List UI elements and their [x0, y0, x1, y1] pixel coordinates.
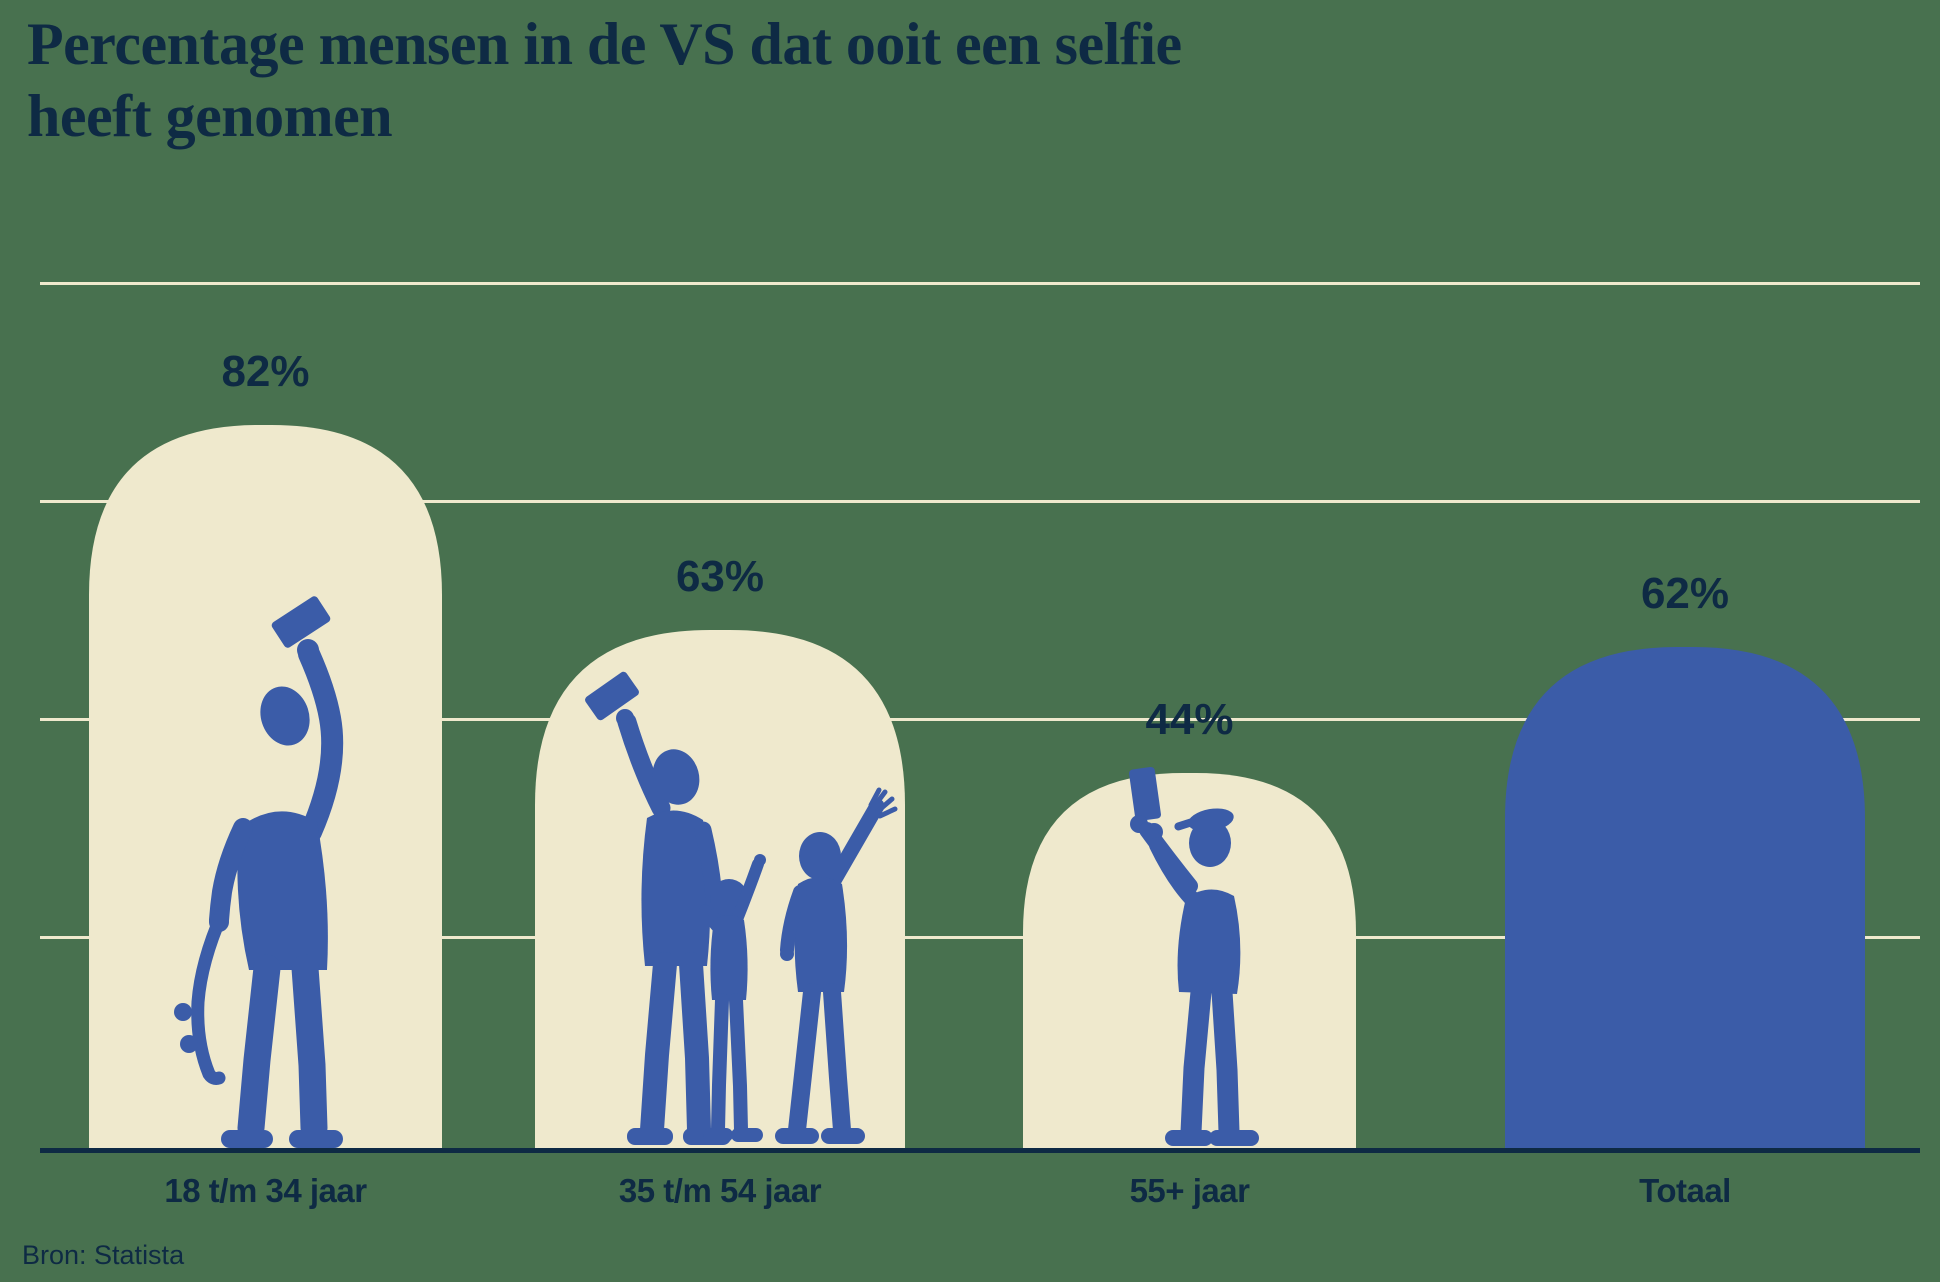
chart-title: Percentage mensen in de VS dat ooit een …: [27, 8, 1727, 152]
bar-55-plus: [1023, 766, 1356, 1148]
x-axis-baseline: [40, 1148, 1920, 1153]
bar-35-54: [535, 630, 905, 1148]
chart-title-line1: Percentage mensen in de VS dat ooit een …: [27, 11, 1182, 77]
category-label-18-34: 18 t/m 34 jaar: [164, 1172, 367, 1209]
skateboard: [174, 907, 229, 1085]
value-label-18-34: 82%: [221, 347, 310, 396]
selfie-figure-family: [585, 671, 898, 1145]
value-label-totaal: 62%: [1640, 569, 1730, 618]
selfie-figure-young-adult: [174, 596, 344, 1148]
value-label-55-plus: 44%: [1145, 695, 1234, 744]
category-label-55-plus: 55+ jaar: [1129, 1172, 1250, 1209]
bar-18-34: [89, 425, 442, 1148]
gridline-25: [40, 936, 1920, 939]
selfie-figure-older-man: [1129, 766, 1259, 1146]
gridline-100: [40, 282, 1920, 285]
gridline-50: [40, 718, 1920, 721]
gridline-75: [40, 500, 1920, 503]
bar-totaal: [1505, 647, 1865, 1148]
value-label-35-54: 63%: [675, 552, 765, 601]
category-label-35-54: 35 t/m 54 jaar: [618, 1172, 822, 1209]
category-label-totaal: Totaal: [1639, 1172, 1731, 1209]
chart-title-line2: heeft genomen: [27, 83, 393, 149]
source-credit: Bron: Statista: [22, 1240, 185, 1270]
